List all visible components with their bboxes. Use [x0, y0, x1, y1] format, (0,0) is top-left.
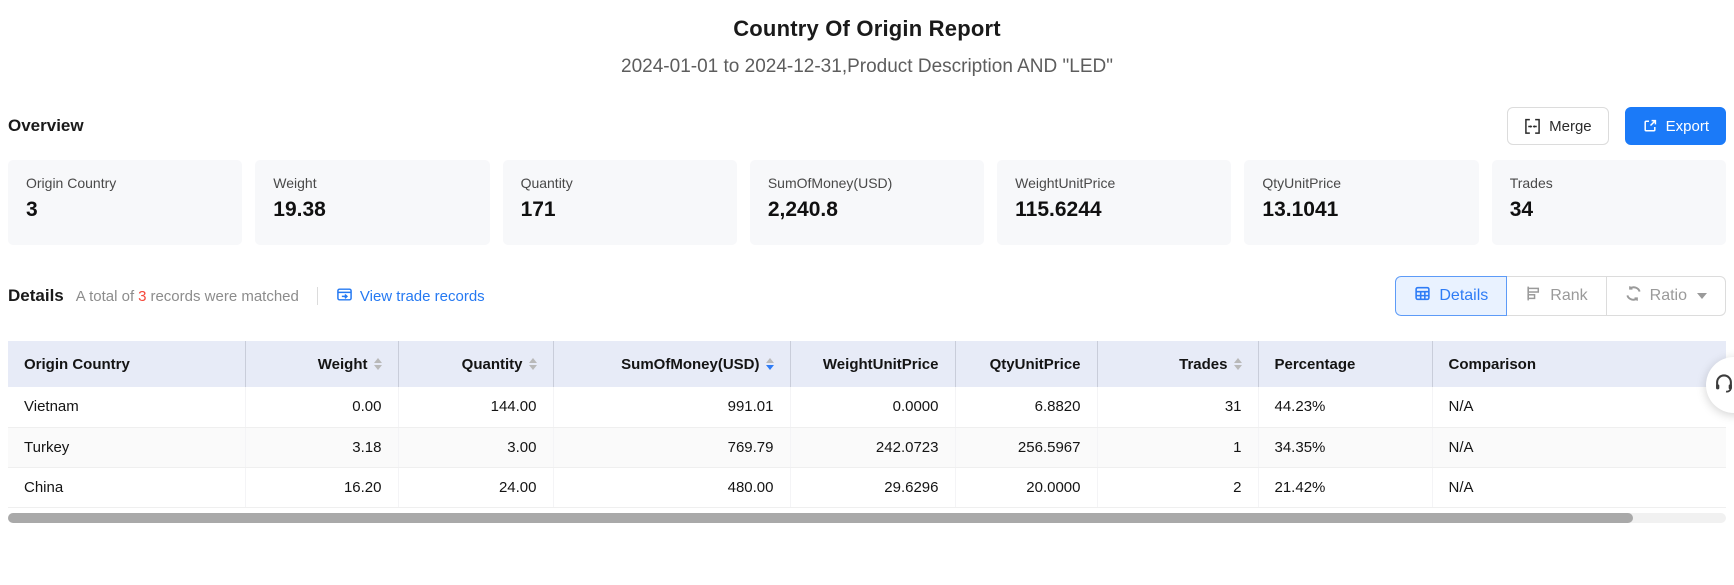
column-header-comparison: Comparison	[1432, 341, 1726, 387]
cell-weight-unit-price: 29.6296	[790, 467, 955, 507]
cycle-arrows-icon	[1625, 285, 1642, 307]
overview-card-quantity: Quantity 171	[503, 160, 737, 245]
tab-ratio-label: Ratio	[1650, 287, 1687, 305]
cell-quantity: 144.00	[398, 387, 553, 427]
card-value: 34	[1510, 198, 1708, 222]
card-label: Trades	[1510, 175, 1708, 191]
table-row-china: China 16.20 24.00 480.00 29.6296 20.0000…	[8, 467, 1726, 507]
tab-ratio[interactable]: Ratio	[1607, 276, 1726, 316]
cell-trades: 2	[1097, 467, 1258, 507]
sort-control-active-desc[interactable]	[766, 358, 774, 370]
overview-card-qty-unit-price: QtyUnitPrice 13.1041	[1244, 160, 1478, 245]
overview-header: Overview Merge Export	[8, 106, 1726, 146]
cell-comparison: N/A	[1432, 427, 1726, 467]
cell-origin-country: Vietnam	[8, 387, 245, 427]
records-matched-text: A total of3records were matched	[76, 288, 299, 305]
cell-sum-of-money: 480.00	[553, 467, 790, 507]
page-subtitle: 2024-01-01 to 2024-12-31,Product Descrip…	[0, 56, 1734, 78]
card-value: 115.6244	[1015, 198, 1213, 222]
card-value: 171	[521, 198, 719, 222]
cell-percentage: 21.42%	[1258, 467, 1432, 507]
card-value: 19.38	[273, 198, 471, 222]
card-label: WeightUnitPrice	[1015, 175, 1213, 191]
column-header-sum-of-money[interactable]: SumOfMoney(USD)	[553, 341, 790, 387]
column-header-trades[interactable]: Trades	[1097, 341, 1258, 387]
view-trade-records-link[interactable]: View trade records	[336, 286, 485, 307]
table-row-vietnam: Vietnam 0.00 144.00 991.01 0.0000 6.8820…	[8, 387, 1726, 427]
card-value: 2,240.8	[768, 198, 966, 222]
cell-sum-of-money: 769.79	[553, 427, 790, 467]
tab-rank-label: Rank	[1550, 287, 1587, 305]
sort-control[interactable]	[1234, 358, 1242, 370]
column-header-weight[interactable]: Weight	[245, 341, 398, 387]
cell-weight: 0.00	[245, 387, 398, 427]
column-header-percentage: Percentage	[1258, 341, 1432, 387]
card-value: 3	[26, 198, 224, 222]
page-title: Country Of Origin Report	[0, 0, 1734, 42]
cell-weight: 3.18	[245, 427, 398, 467]
card-label: Quantity	[521, 175, 719, 191]
cell-percentage: 34.35%	[1258, 427, 1432, 467]
cell-comparison: N/A	[1432, 467, 1726, 507]
cell-quantity: 3.00	[398, 427, 553, 467]
card-value: 13.1041	[1262, 198, 1460, 222]
export-button-label: Export	[1666, 118, 1709, 135]
cell-percentage: 44.23%	[1258, 387, 1432, 427]
overview-card-sum-of-money: SumOfMoney(USD) 2,240.8	[750, 160, 984, 245]
cell-sum-of-money: 991.01	[553, 387, 790, 427]
view-trade-records-label: View trade records	[360, 288, 485, 305]
cell-weight-unit-price: 0.0000	[790, 387, 955, 427]
cell-quantity: 24.00	[398, 467, 553, 507]
column-header-origin-country: Origin Country	[8, 341, 245, 387]
column-header-weight-unit-price: WeightUnitPrice	[790, 341, 955, 387]
overview-section-title: Overview	[8, 116, 84, 136]
overview-card-origin-country: Origin Country 3	[8, 160, 242, 245]
details-section-title: Details	[8, 286, 64, 306]
cell-comparison: N/A	[1432, 387, 1726, 427]
overview-card-trades: Trades 34	[1492, 160, 1726, 245]
cell-weight-unit-price: 242.0723	[790, 427, 955, 467]
details-table: Origin Country Weight Quantity SumOfMone…	[8, 341, 1726, 508]
records-matched-count: 3	[138, 288, 146, 305]
cell-trades: 1	[1097, 427, 1258, 467]
cell-qty-unit-price: 256.5967	[955, 427, 1097, 467]
headset-icon	[1706, 372, 1734, 399]
overview-cards: Origin Country 3 Weight 19.38 Quantity 1…	[8, 160, 1726, 245]
merge-cells-icon	[1524, 118, 1541, 135]
card-label: Weight	[273, 175, 471, 191]
column-header-qty-unit-price: QtyUnitPrice	[955, 341, 1097, 387]
sort-control[interactable]	[374, 358, 382, 370]
card-label: Origin Country	[26, 175, 224, 191]
horizontal-scrollbar[interactable]	[8, 513, 1726, 523]
cell-origin-country: Turkey	[8, 427, 245, 467]
sort-control[interactable]	[529, 358, 537, 370]
table-icon	[1414, 285, 1431, 307]
overview-card-weight: Weight 19.38	[255, 160, 489, 245]
card-label: SumOfMoney(USD)	[768, 175, 966, 191]
window-arrow-icon	[336, 286, 353, 307]
tab-details[interactable]: Details	[1395, 276, 1507, 316]
cell-origin-country: China	[8, 467, 245, 507]
external-link-icon	[1642, 118, 1658, 134]
overview-card-weight-unit-price: WeightUnitPrice 115.6244	[997, 160, 1231, 245]
export-button[interactable]: Export	[1625, 107, 1726, 145]
cell-qty-unit-price: 6.8820	[955, 387, 1097, 427]
horizontal-scrollbar-thumb[interactable]	[8, 513, 1633, 523]
vertical-divider	[317, 287, 318, 305]
merge-button[interactable]: Merge	[1507, 107, 1609, 145]
rank-bars-icon	[1525, 285, 1542, 307]
chevron-down-icon	[1697, 293, 1707, 299]
table-row-turkey: Turkey 3.18 3.00 769.79 242.0723 256.596…	[8, 427, 1726, 467]
cell-qty-unit-price: 20.0000	[955, 467, 1097, 507]
tab-details-label: Details	[1439, 287, 1488, 305]
view-mode-switcher: Details Rank Ratio	[1395, 276, 1726, 316]
merge-button-label: Merge	[1549, 118, 1592, 135]
details-bar: Details A total of3records were matched …	[8, 275, 1726, 317]
cell-weight: 16.20	[245, 467, 398, 507]
cell-trades: 31	[1097, 387, 1258, 427]
tab-rank[interactable]: Rank	[1507, 276, 1606, 316]
column-header-quantity[interactable]: Quantity	[398, 341, 553, 387]
table-header-row: Origin Country Weight Quantity SumOfMone…	[8, 341, 1726, 387]
card-label: QtyUnitPrice	[1262, 175, 1460, 191]
